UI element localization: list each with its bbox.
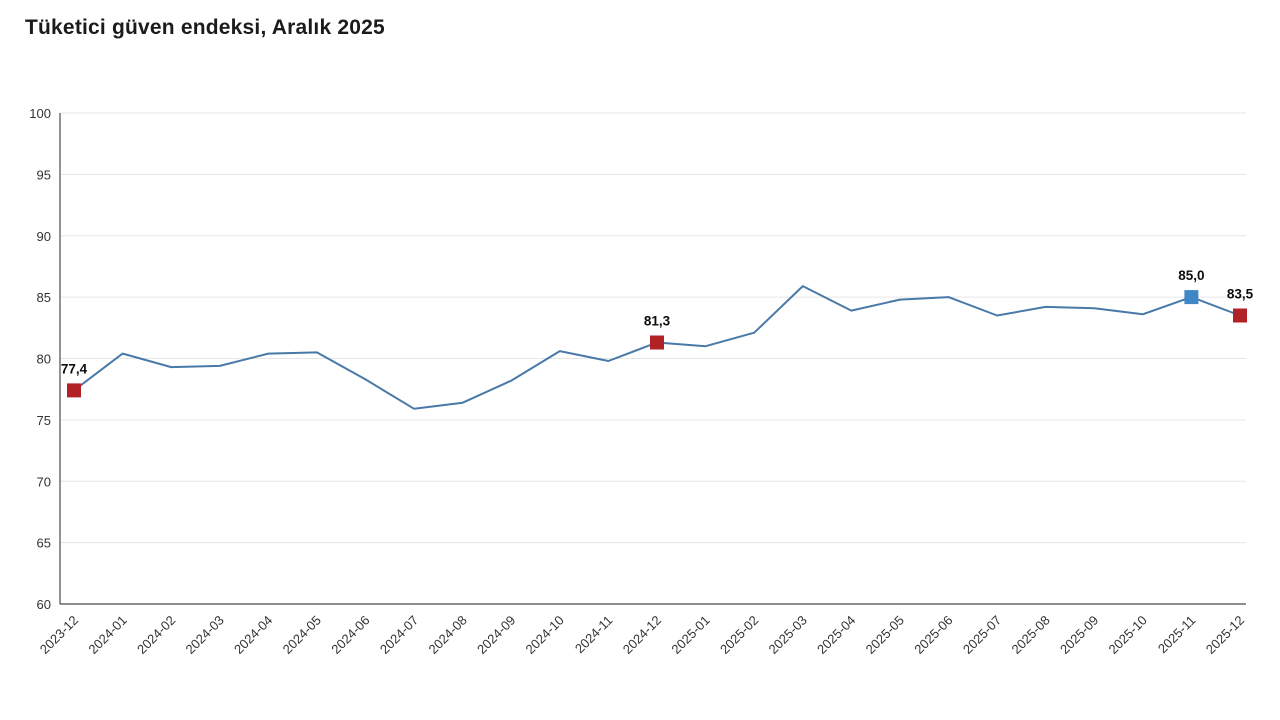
y-tick-label: 90 xyxy=(37,229,51,244)
x-tick-label: 2025-05 xyxy=(863,613,907,657)
x-tick-label: 2024-01 xyxy=(85,613,129,657)
chart-title: Tüketici güven endeksi, Aralık 2025 xyxy=(25,16,385,39)
x-tick-label: 2024-03 xyxy=(183,613,227,657)
x-tick-label: 2024-10 xyxy=(523,613,567,657)
x-tick-label: 2024-12 xyxy=(620,613,664,657)
x-tick-label: 2023-12 xyxy=(37,613,81,657)
y-tick-label: 60 xyxy=(37,597,51,612)
y-tick-label: 85 xyxy=(37,290,51,305)
x-tick-label: 2024-11 xyxy=(572,613,616,657)
y-tick-label: 70 xyxy=(37,474,51,489)
x-tick-label: 2025-12 xyxy=(1203,613,1247,657)
x-tick-label: 2025-08 xyxy=(1008,613,1052,657)
data-label: 81,3 xyxy=(644,314,671,329)
x-tick-label: 2025-03 xyxy=(766,613,810,657)
marker-2024-12[interactable] xyxy=(650,335,664,350)
data-label: 77,4 xyxy=(61,361,88,376)
marker-2025-11[interactable] xyxy=(1184,290,1199,305)
x-tick-label: 2024-06 xyxy=(328,613,372,657)
x-tick-label: 2025-06 xyxy=(911,613,955,657)
x-tick-label: 2024-07 xyxy=(377,613,421,657)
y-tick-label: 100 xyxy=(29,106,51,121)
x-tick-label: 2024-09 xyxy=(474,613,518,657)
x-tick-label: 2024-08 xyxy=(425,613,469,657)
marker-2025-12[interactable] xyxy=(1233,308,1247,323)
x-tick-label: 2025-02 xyxy=(717,613,761,657)
x-tick-label: 2025-01 xyxy=(668,613,712,657)
x-tick-label: 2024-02 xyxy=(134,613,178,657)
data-label: 83,5 xyxy=(1227,287,1254,302)
y-tick-label: 80 xyxy=(37,352,51,367)
x-tick-label: 2025-10 xyxy=(1106,613,1150,657)
y-tick-label: 95 xyxy=(37,167,51,182)
x-tick-label: 2024-05 xyxy=(280,613,324,657)
y-tick-label: 75 xyxy=(37,413,51,428)
x-tick-label: 2025-04 xyxy=(814,613,858,657)
x-tick-label: 2024-04 xyxy=(231,613,275,657)
y-tick-label: 65 xyxy=(37,536,51,551)
data-label: 85,0 xyxy=(1178,268,1204,283)
x-tick-label: 2025-07 xyxy=(960,613,1004,657)
x-tick-label: 2025-09 xyxy=(1057,613,1101,657)
x-tick-label: 2025-11 xyxy=(1155,613,1199,657)
marker-2023-12[interactable] xyxy=(67,383,81,398)
